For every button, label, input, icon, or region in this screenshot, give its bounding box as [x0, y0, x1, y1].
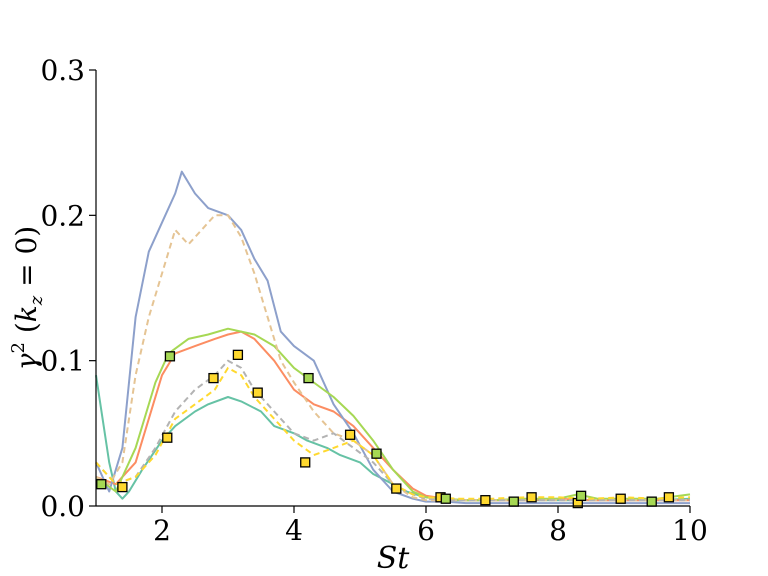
marker-10	[344, 429, 356, 440]
marker-14	[440, 493, 451, 504]
series-line-4	[95, 327, 691, 502]
marker-4	[164, 351, 176, 362]
y-axis-title: γ2 (kz = 0)	[8, 226, 47, 370]
y-axis-sup: 2	[8, 342, 29, 353]
marker-20	[615, 493, 626, 504]
marker-21	[646, 496, 657, 507]
series-line-1	[95, 375, 691, 502]
marker-12	[391, 483, 402, 494]
x-tick-label: 10	[672, 514, 708, 547]
series-line-3	[95, 170, 690, 505]
axes	[95, 70, 690, 507]
y-axis-open: (	[10, 322, 43, 342]
x-tick-label: 8	[549, 514, 567, 547]
x-tick-label: 6	[417, 514, 435, 547]
marker-8	[300, 457, 311, 468]
x-tick-label: 2	[153, 514, 171, 547]
marker-16	[508, 496, 519, 507]
series-line-7	[95, 366, 691, 500]
marker-15	[480, 495, 491, 506]
marker-17	[526, 492, 537, 503]
marker-9	[303, 372, 314, 384]
marker-22	[663, 492, 675, 503]
marker-layer	[96, 349, 675, 509]
x-tick-label: 4	[285, 514, 303, 547]
y-tick-label: 0.2	[40, 199, 85, 232]
y-axis-k: k	[10, 305, 43, 322]
y-tick-label: 0.3	[40, 54, 85, 87]
y-axis-gamma: γ	[10, 353, 43, 370]
tick-layer: 2 4 6 8 10 0.0 0.1 0.2 0.3	[40, 54, 707, 547]
marker-19	[575, 490, 587, 501]
series-line-2	[95, 330, 690, 502]
series-line-5	[95, 214, 690, 502]
series-layer	[95, 170, 691, 505]
marker-1	[96, 479, 107, 490]
y-axis-sub: z	[26, 295, 47, 306]
marker-11	[371, 448, 382, 459]
series-line-6	[95, 359, 690, 502]
marker-3	[162, 432, 173, 443]
y-tick-label: 0.0	[40, 490, 85, 523]
marker-5	[208, 372, 219, 384]
marker-7	[252, 387, 263, 398]
marker-6	[232, 349, 244, 361]
marker-2	[117, 481, 128, 493]
x-axis-title: St	[377, 541, 411, 576]
y-tick-label: 0.1	[40, 345, 85, 378]
y-axis-eq: = 0)	[10, 226, 43, 296]
